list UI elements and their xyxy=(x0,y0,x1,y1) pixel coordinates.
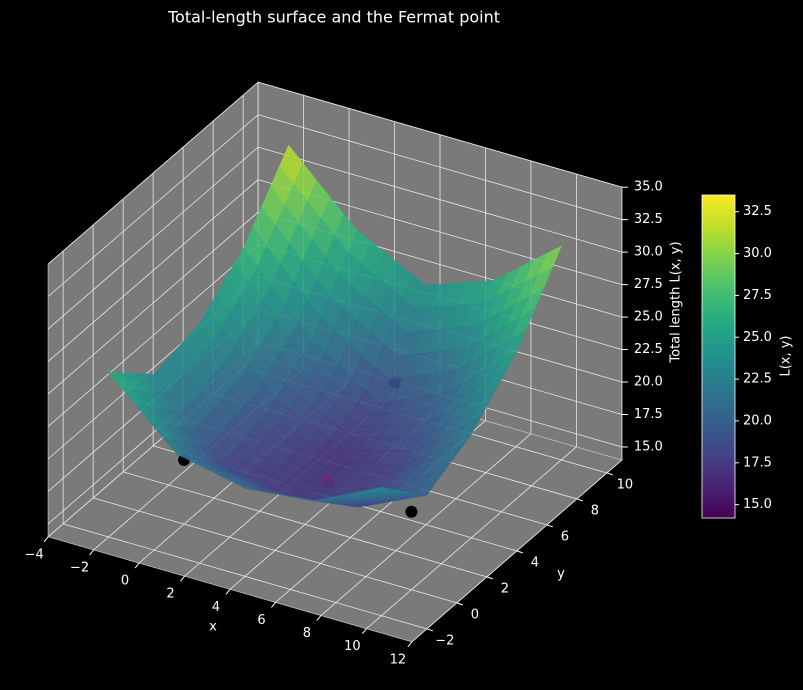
x-tick-label: 10 xyxy=(344,639,361,654)
y-tick-label: 2 xyxy=(501,581,509,596)
y-tick-label: 10 xyxy=(617,477,634,492)
point xyxy=(405,505,418,518)
grid-line xyxy=(47,146,259,330)
x-axis-label: x xyxy=(209,620,217,635)
tick-mark xyxy=(576,498,584,502)
y-tick-label: 0 xyxy=(471,607,479,622)
x-tick-label: 2 xyxy=(166,587,174,602)
z-tick-label: 20.0 xyxy=(634,375,663,390)
x-tick-label: 6 xyxy=(257,613,265,628)
scene: −4 −2 0 2 4 6 8 10 12 −2 0 2 4 6 8 10 15.0 17.5 20.0 22.5 25… xyxy=(25,81,663,667)
x-tick-label: 0 xyxy=(121,574,129,589)
colorbar-tick-label: 27.5 xyxy=(743,288,772,303)
colorbar-tick-label: 32.5 xyxy=(743,204,772,219)
y-tick-label: 8 xyxy=(591,503,599,518)
colorbar-tick-label: 17.5 xyxy=(743,455,772,470)
tick-mark xyxy=(456,602,464,606)
grid-line xyxy=(47,179,259,362)
grid-line xyxy=(258,81,622,188)
y-tick-label: 4 xyxy=(531,555,539,570)
z-tick-label: 30.0 xyxy=(634,245,663,260)
z-tick-label: 32.5 xyxy=(634,212,663,227)
grid-line xyxy=(123,471,487,578)
x-tick-label: 12 xyxy=(390,652,407,667)
tick-mark xyxy=(43,536,49,543)
z-tick-label: 22.5 xyxy=(634,342,663,357)
colorbar-tick-label: 20.0 xyxy=(743,413,772,428)
colorbar-label: L(x, y) xyxy=(779,335,794,376)
grid-line xyxy=(47,114,259,297)
tick-mark xyxy=(225,589,231,595)
y-tick-label: 6 xyxy=(561,529,569,544)
grid-line xyxy=(93,497,457,604)
z-tick-label: 27.5 xyxy=(634,277,663,292)
grid-line xyxy=(47,211,259,395)
z-tick-label: 25.0 xyxy=(634,310,663,325)
grid-line xyxy=(258,114,622,221)
colorbar-tick-label: 25.0 xyxy=(743,330,772,345)
colorbar-image xyxy=(701,194,736,519)
colorbar-tick-label: 22.5 xyxy=(743,372,772,387)
z-tick-label: 17.5 xyxy=(634,407,663,422)
z-tick-label: 35.0 xyxy=(634,180,663,195)
tick-mark xyxy=(426,628,434,632)
tick-mark xyxy=(486,576,494,580)
tick-mark xyxy=(546,524,554,528)
tick-mark xyxy=(316,615,322,621)
x-tick-label: −2 xyxy=(70,560,89,575)
colorbar-tick-label: 15.0 xyxy=(743,497,772,512)
colorbar-tick-label: 30.0 xyxy=(743,246,772,261)
tick-mark xyxy=(89,549,94,556)
grid-line xyxy=(47,244,259,427)
y-axis-label: y xyxy=(557,567,565,582)
z-axis-label: Total length L(x, y) xyxy=(669,241,684,363)
grid-line xyxy=(63,523,427,630)
chart-title: Total-length surface and the Fermat poin… xyxy=(167,8,500,27)
grid-line xyxy=(47,81,259,265)
tick-mark xyxy=(362,628,367,635)
x-tick-label: 8 xyxy=(303,626,311,641)
tick-mark xyxy=(606,472,614,476)
surface-patch xyxy=(107,372,132,390)
tick-mark xyxy=(271,602,276,608)
tick-mark xyxy=(407,641,413,648)
tick-mark xyxy=(134,562,140,569)
tick-mark xyxy=(180,575,185,582)
tick-mark xyxy=(516,550,524,554)
x-tick-label: −4 xyxy=(25,547,44,562)
colorbar: 15.0 17.5 20.0 22.5 25.0 27.5 30.0 32.5 xyxy=(701,194,772,519)
y-tick-label: −2 xyxy=(435,633,454,648)
grid-line xyxy=(258,146,622,253)
x-tick-label: 4 xyxy=(212,600,220,615)
surface-patch xyxy=(367,487,391,493)
z-tick-label: 15.0 xyxy=(634,439,663,454)
